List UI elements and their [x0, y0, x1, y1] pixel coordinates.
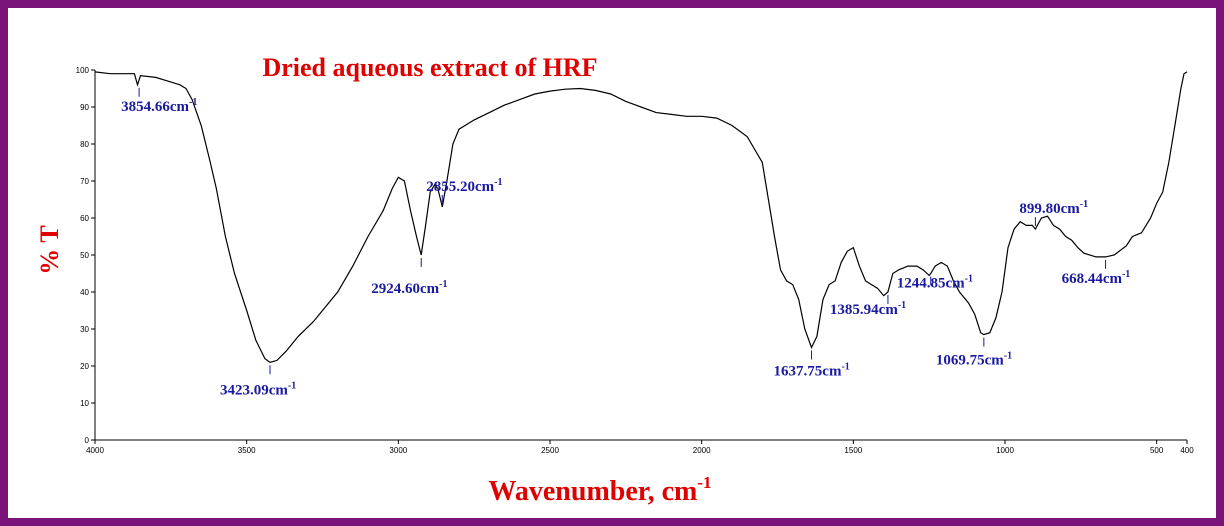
y-tick-label: 30 — [80, 325, 89, 334]
peak-label: 899.80cm-1 — [1019, 199, 1088, 217]
chart-title: Dried aqueous extract of HRF — [262, 53, 597, 82]
x-tick-label: 1500 — [844, 446, 862, 455]
peak-label-text: 899.80cm — [1019, 201, 1080, 217]
peak-label-sup: -1 — [494, 177, 502, 188]
y-tick-label: 40 — [80, 288, 89, 297]
peak-label-sup: -1 — [1122, 269, 1130, 280]
x-tick-label: 3500 — [238, 446, 256, 455]
x-axis-label-text: Wavenumber, cm — [488, 476, 697, 507]
x-tick-label: 2000 — [693, 446, 711, 455]
peak-label: 2855.20cm-1 — [426, 177, 502, 195]
x-axis-label: Wavenumber, cm-1 — [488, 473, 711, 507]
peak-label: 1069.75cm-1 — [936, 351, 1012, 369]
peak-label: 1244.85cm-1 — [897, 274, 973, 292]
peak-label-sup: -1 — [965, 274, 973, 285]
spectrum-line — [94, 71, 1188, 363]
peak-label-sup: -1 — [189, 97, 197, 108]
peak-label-sup: -1 — [1080, 199, 1088, 210]
peak-label: 1637.75cm-1 — [774, 362, 850, 380]
peak-label-sup: -1 — [439, 279, 447, 290]
peak-label-sup: -1 — [841, 362, 849, 373]
y-tick-label: 20 — [80, 362, 89, 371]
x-tick-label: 500 — [1150, 446, 1164, 455]
peak-label-text: 3423.09cm — [220, 382, 288, 398]
peak-label: 3423.09cm-1 — [220, 380, 296, 398]
peak-label: 3854.66cm-1 — [121, 97, 197, 115]
peak-label: 1385.94cm-1 — [830, 300, 906, 318]
y-tick-label: 70 — [80, 177, 89, 186]
peak-label-text: 1385.94cm — [830, 302, 898, 318]
y-tick-label: 0 — [85, 436, 90, 445]
x-tick-label: 400 — [1180, 446, 1194, 455]
peak-label-sup: -1 — [898, 300, 906, 311]
peak-label-text: 1244.85cm — [897, 276, 965, 292]
peak-label-text: 2924.60cm — [371, 281, 439, 297]
peak-label-text: 1637.75cm — [774, 364, 842, 380]
y-tick-label: 90 — [80, 103, 89, 112]
x-tick-label: 2500 — [541, 446, 559, 455]
peak-label-text: 3854.66cm — [121, 99, 189, 115]
y-tick-label: 60 — [80, 214, 89, 223]
y-tick-label: 100 — [76, 66, 90, 75]
peak-label-text: 1069.75cm — [936, 353, 1004, 369]
peak-label-sup: -1 — [288, 380, 296, 391]
x-tick-label: 3000 — [389, 446, 407, 455]
peak-label: 668.44cm-1 — [1062, 269, 1131, 287]
peak-label-text: 668.44cm — [1062, 271, 1123, 287]
y-tick-label: 80 — [80, 140, 89, 149]
y-tick-label: 50 — [80, 251, 89, 260]
x-axis-label-sup: -1 — [697, 473, 711, 492]
x-tick-label: 1000 — [996, 446, 1014, 455]
peak-label: 2924.60cm-1 — [371, 279, 447, 297]
peak-label-text: 2855.20cm — [426, 179, 494, 195]
y-tick-label: 10 — [80, 399, 89, 408]
y-axis-label: % T — [35, 225, 64, 274]
peak-label-sup: -1 — [1004, 351, 1012, 362]
x-tick-label: 4000 — [86, 446, 104, 455]
